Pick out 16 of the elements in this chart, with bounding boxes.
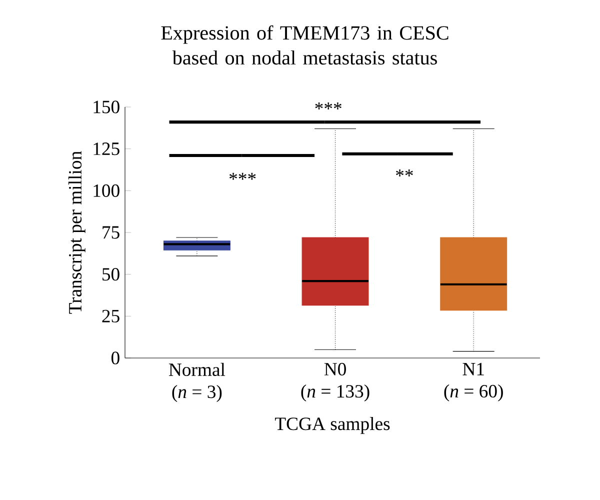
y-tick-label: 25 xyxy=(102,310,120,322)
x-tick-label: N0 (n = 133) xyxy=(301,362,370,402)
y-tick-label: 150 xyxy=(94,100,120,114)
x-tick-label: N1 (n = 60) xyxy=(444,362,503,402)
annotation: *** xyxy=(229,172,256,180)
y-tick-label: 100 xyxy=(94,184,120,197)
y-axis-title: Transcript per million xyxy=(68,151,86,314)
annotation: ** xyxy=(396,169,413,176)
y-tick-label: 75 xyxy=(102,226,120,239)
y-tick-label: 50 xyxy=(102,268,120,281)
x-axis-title: TCGA samples xyxy=(275,417,390,434)
chart-title: Expression of TMEM173 in CESC based on nodal metastasis status xyxy=(161,25,448,65)
y-tick-label: 0 xyxy=(111,352,120,364)
y-tick-label: 125 xyxy=(94,142,120,156)
annotation: *** xyxy=(315,102,342,110)
x-tick-label: Normal (n = 3) xyxy=(168,362,226,402)
